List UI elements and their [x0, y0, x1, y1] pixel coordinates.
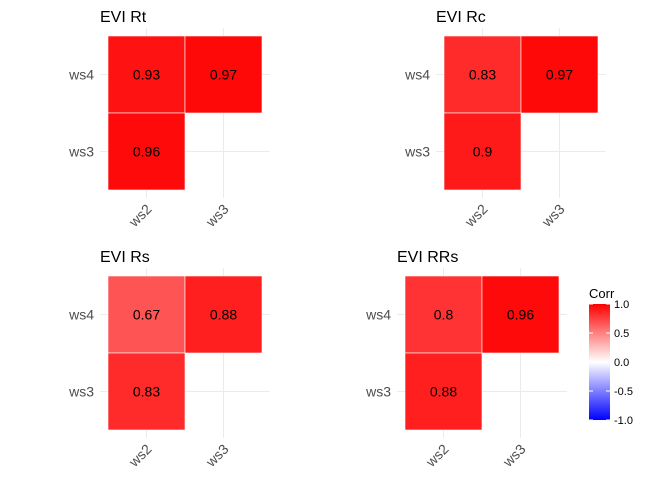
panel-title: EVI Rs	[100, 249, 150, 266]
x-tick-label: ws2	[125, 441, 155, 471]
heatmap-panel: EVI RRs 0.8 0.96 0.88 ws4 ws3 ws2 ws3	[365, 249, 567, 470]
cell-value-label: 0.96	[133, 144, 160, 160]
x-tick-label: ws2	[125, 201, 155, 231]
legend-tick-label: 0.5	[614, 328, 629, 340]
legend-title: Corr	[589, 286, 615, 301]
x-tick-label: ws3	[538, 201, 568, 231]
cell-value-label: 0.97	[210, 67, 237, 83]
cell-value-label: 0.83	[133, 384, 160, 400]
heatmap-cell	[107, 275, 186, 354]
heatmap-cell	[520, 35, 599, 114]
heatmap-cell	[184, 35, 263, 114]
cell-value-label: 0.83	[469, 67, 496, 83]
y-tick-label: ws4	[404, 67, 430, 83]
legend-tick-label: 0.0	[614, 357, 629, 369]
heatmap-panel: EVI Rt 0.93 0.97 0.96 ws4 ws3 ws2 ws3	[68, 9, 270, 230]
heatmap-cell	[481, 275, 560, 354]
y-tick-label: ws3	[365, 384, 391, 400]
heatmap-cell	[184, 275, 263, 354]
heatmap-cell	[107, 352, 186, 431]
cell-value-label: 0.88	[430, 384, 457, 400]
heatmap-cell	[443, 112, 522, 191]
y-tick-label: ws3	[68, 144, 94, 160]
heatmap-cell	[107, 112, 186, 191]
heatmap-cell	[404, 275, 483, 354]
cell-value-label: 0.8	[434, 307, 454, 323]
cell-value-label: 0.9	[473, 144, 493, 160]
legend-tick-label: -1.0	[614, 415, 633, 427]
legend-tick-label: 1.0	[614, 299, 629, 311]
cell-value-label: 0.67	[133, 307, 160, 323]
cell-value-label: 0.93	[133, 67, 160, 83]
y-tick-label: ws4	[68, 67, 94, 83]
panel-title: EVI RRs	[397, 249, 458, 266]
cell-value-label: 0.97	[546, 67, 573, 83]
heatmap-panel: EVI Rc 0.83 0.97 0.9 ws4 ws3 ws2 ws3	[404, 9, 606, 230]
cell-value-label: 0.88	[210, 307, 237, 323]
heatmap-cell	[107, 35, 186, 114]
x-tick-label: ws3	[202, 441, 232, 471]
x-tick-label: ws3	[499, 441, 529, 471]
cell-value-label: 0.96	[507, 307, 534, 323]
x-tick-label: ws3	[202, 201, 232, 231]
panel-title: EVI Rt	[100, 9, 147, 26]
y-tick-label: ws3	[404, 144, 430, 160]
y-tick-label: ws4	[365, 307, 391, 323]
heatmap-panel: EVI Rs 0.67 0.88 0.83 ws4 ws3 ws2 ws3	[68, 249, 270, 470]
heatmap-cell	[404, 352, 483, 431]
legend-colorbar	[589, 304, 610, 420]
y-tick-label: ws4	[68, 307, 94, 323]
panel-title: EVI Rc	[436, 9, 486, 26]
y-tick-label: ws3	[68, 384, 94, 400]
legend-tick-label: -0.5	[614, 386, 633, 398]
x-tick-label: ws2	[422, 441, 452, 471]
x-tick-label: ws2	[461, 201, 491, 231]
